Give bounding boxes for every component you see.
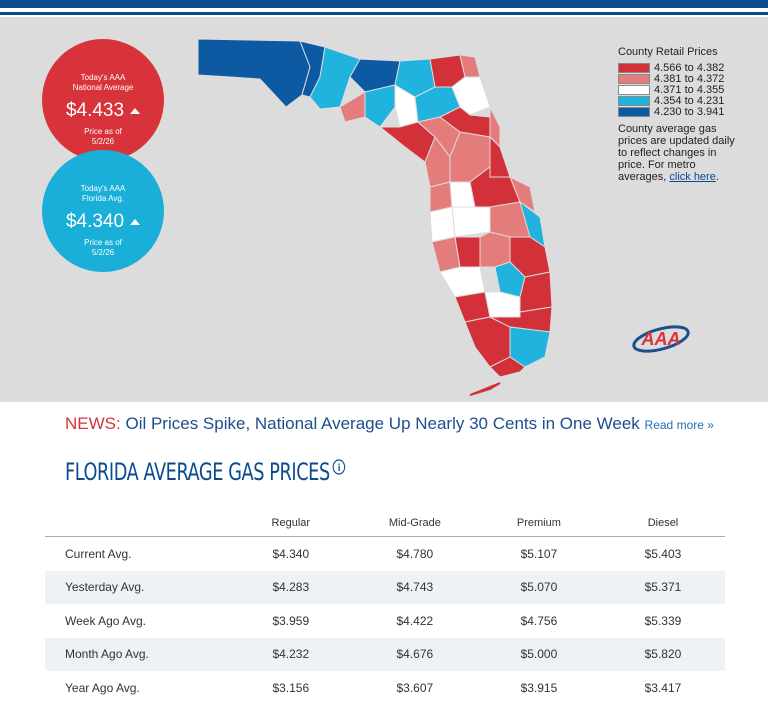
price-cell: $4.283 (272, 580, 310, 595)
badge-line: Today's AAA (80, 73, 126, 82)
price-cell: $4.743 (396, 580, 434, 595)
legend-swatch (618, 84, 650, 95)
price-table: Regular Mid-Grade Premium Diesel Current Avg… (45, 510, 725, 705)
price-cell: $3.417 (644, 680, 682, 695)
legend-swatch (618, 95, 650, 106)
legend-label: 4.566 to 4.382 (654, 61, 725, 74)
top-bar (0, 0, 768, 8)
badge-line: National Average (72, 83, 134, 92)
legend-note: County average gas prices are updated da… (618, 123, 743, 183)
price-cell: $5.820 (644, 647, 682, 662)
svg-text:AAA: AAA (641, 329, 681, 349)
row-label: Week Ago Avg. (65, 613, 146, 628)
table-header: Regular Mid-Grade Premium Diesel (45, 510, 725, 537)
legend-item: 4.354 to 4.231 (618, 94, 743, 107)
legend-swatch (618, 106, 650, 117)
price-cell: $3.915 (520, 680, 558, 695)
aaa-logo: AAA (632, 325, 690, 353)
note-end: . (715, 171, 719, 183)
legend-swatch (618, 62, 650, 73)
section-title: FLORIDA AVERAGE GAS PRICES i (65, 458, 346, 486)
price-cell: $5.371 (644, 580, 682, 595)
column-header: Diesel (647, 517, 679, 529)
price-cell: $4.232 (272, 647, 310, 662)
badge-note: Price as of (84, 238, 122, 247)
price-cell: $3.156 (272, 680, 310, 695)
legend-label: 4.230 to 3.941 (654, 105, 725, 118)
badge-date: 5/2/26 (91, 137, 115, 146)
top-line (0, 12, 768, 15)
row-label: Month Ago Avg. (65, 647, 149, 662)
up-arrow (130, 218, 141, 225)
row-label: Current Avg. (65, 546, 132, 561)
price-cell: $3.959 (272, 613, 310, 628)
price-badge: Today's AAA National Average $4.433 Price a… (42, 39, 164, 161)
column-header: Regular (271, 517, 311, 529)
price-badge: Today's AAA Florida Avg. $4.340 Price as of… (42, 150, 164, 272)
price-cell: $4.756 (520, 613, 558, 628)
price-cell: $5.107 (520, 546, 558, 561)
column-header: Premium (516, 517, 561, 529)
badge-line: Florida Avg. (81, 194, 125, 203)
title-text: FLORIDA AVERAGE GAS PRICES (65, 458, 330, 486)
legend-item: 4.230 to 3.941 (618, 105, 743, 118)
badge-line: Today's AAA (80, 184, 126, 193)
legend-item: 4.566 to 4.382 (618, 61, 743, 74)
news-label: NEWS: (65, 414, 121, 433)
price-cell: $4.422 (396, 613, 434, 628)
price-cell: $5.339 (644, 613, 682, 628)
legend-item: 4.371 to 4.355 (618, 83, 743, 96)
svg-text:i: i (338, 463, 341, 474)
info-icon[interactable]: i (331, 458, 346, 476)
legend-label: 4.371 to 4.355 (654, 83, 725, 96)
badge-price: $4.433 (65, 100, 125, 121)
table-row: Yesterday Avg. $4.283 $4.743 $5.070 $5.371 (45, 570, 725, 604)
legend: County Retail Prices 4.566 to 4.382 4.381… (618, 46, 743, 183)
florida-map (197, 38, 553, 396)
table-row: Week Ago Avg. $3.959 $4.422 $4.756 $5.339 (45, 604, 725, 638)
table-row: Year Ago Avg. $3.156 $3.607 $3.915 $3.417 (45, 671, 725, 705)
price-cell: $5.070 (520, 580, 558, 595)
price-cell: $4.340 (272, 546, 310, 561)
badge-price-row: $4.433 (42, 99, 164, 123)
metro-link[interactable]: click here (669, 171, 716, 183)
news: NEWS: Oil Prices Spike, National Average… (65, 414, 714, 434)
badge-note: Price as of (84, 127, 122, 136)
column-header: Mid-Grade (388, 517, 441, 529)
up-arrow (130, 107, 141, 114)
table-row: Month Ago Avg. $4.232 $4.676 $5.000 $5.820 (45, 637, 725, 671)
legend-label: 4.381 to 4.372 (654, 72, 725, 85)
legend-item: 4.381 to 4.372 (618, 72, 743, 85)
news-headline[interactable]: Oil Prices Spike, National Average Up Ne… (125, 414, 640, 433)
badge-price-row: $4.340 (42, 210, 164, 234)
price-cell: $4.780 (396, 546, 434, 561)
price-cell: $4.676 (396, 647, 434, 662)
note-text: County average gas prices are updated da… (618, 123, 735, 183)
badge-date: 5/2/26 (91, 248, 115, 257)
legend-label: 4.354 to 4.231 (654, 94, 725, 107)
table-row: Current Avg. $4.340 $4.780 $5.107 $5.403 (45, 537, 725, 571)
price-cell: $5.403 (644, 546, 682, 561)
badge-price: $4.340 (65, 211, 125, 232)
legend-swatch (618, 73, 650, 84)
price-cell: $3.607 (396, 680, 434, 695)
price-cell: $5.000 (520, 647, 558, 662)
read-more[interactable]: Read more » (644, 418, 714, 432)
row-label: Year Ago Avg. (65, 680, 140, 695)
legend-items: 4.566 to 4.382 4.381 to 4.372 4.371 to 4.3… (618, 61, 743, 118)
row-label: Yesterday Avg. (65, 580, 145, 595)
legend-title: County Retail Prices (618, 46, 718, 58)
